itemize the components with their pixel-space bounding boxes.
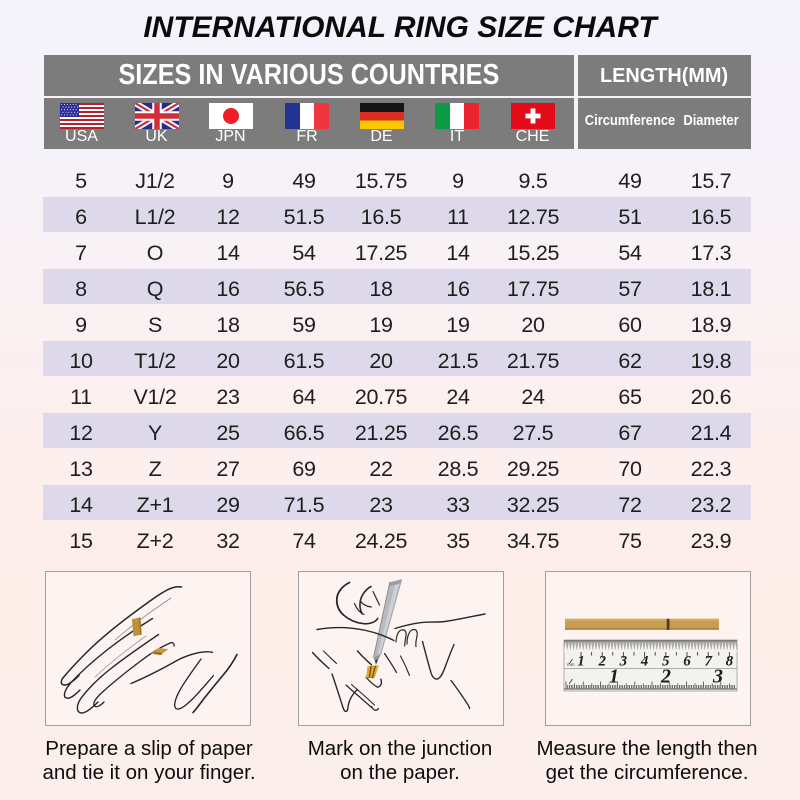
- svg-text:1: 1: [609, 666, 619, 688]
- svg-text:1: 1: [577, 654, 585, 670]
- svg-text:3: 3: [712, 666, 723, 688]
- svg-text:2: 2: [660, 666, 671, 688]
- svg-text:2: 2: [597, 654, 606, 670]
- svg-text:5: 5: [662, 654, 670, 670]
- svg-text:4: 4: [640, 654, 649, 670]
- svg-text:6: 6: [683, 654, 691, 670]
- svg-text:mm: mm: [567, 662, 575, 667]
- svg-text:8: 8: [726, 654, 734, 670]
- svg-text:7: 7: [704, 654, 712, 670]
- svg-text:3: 3: [619, 654, 628, 670]
